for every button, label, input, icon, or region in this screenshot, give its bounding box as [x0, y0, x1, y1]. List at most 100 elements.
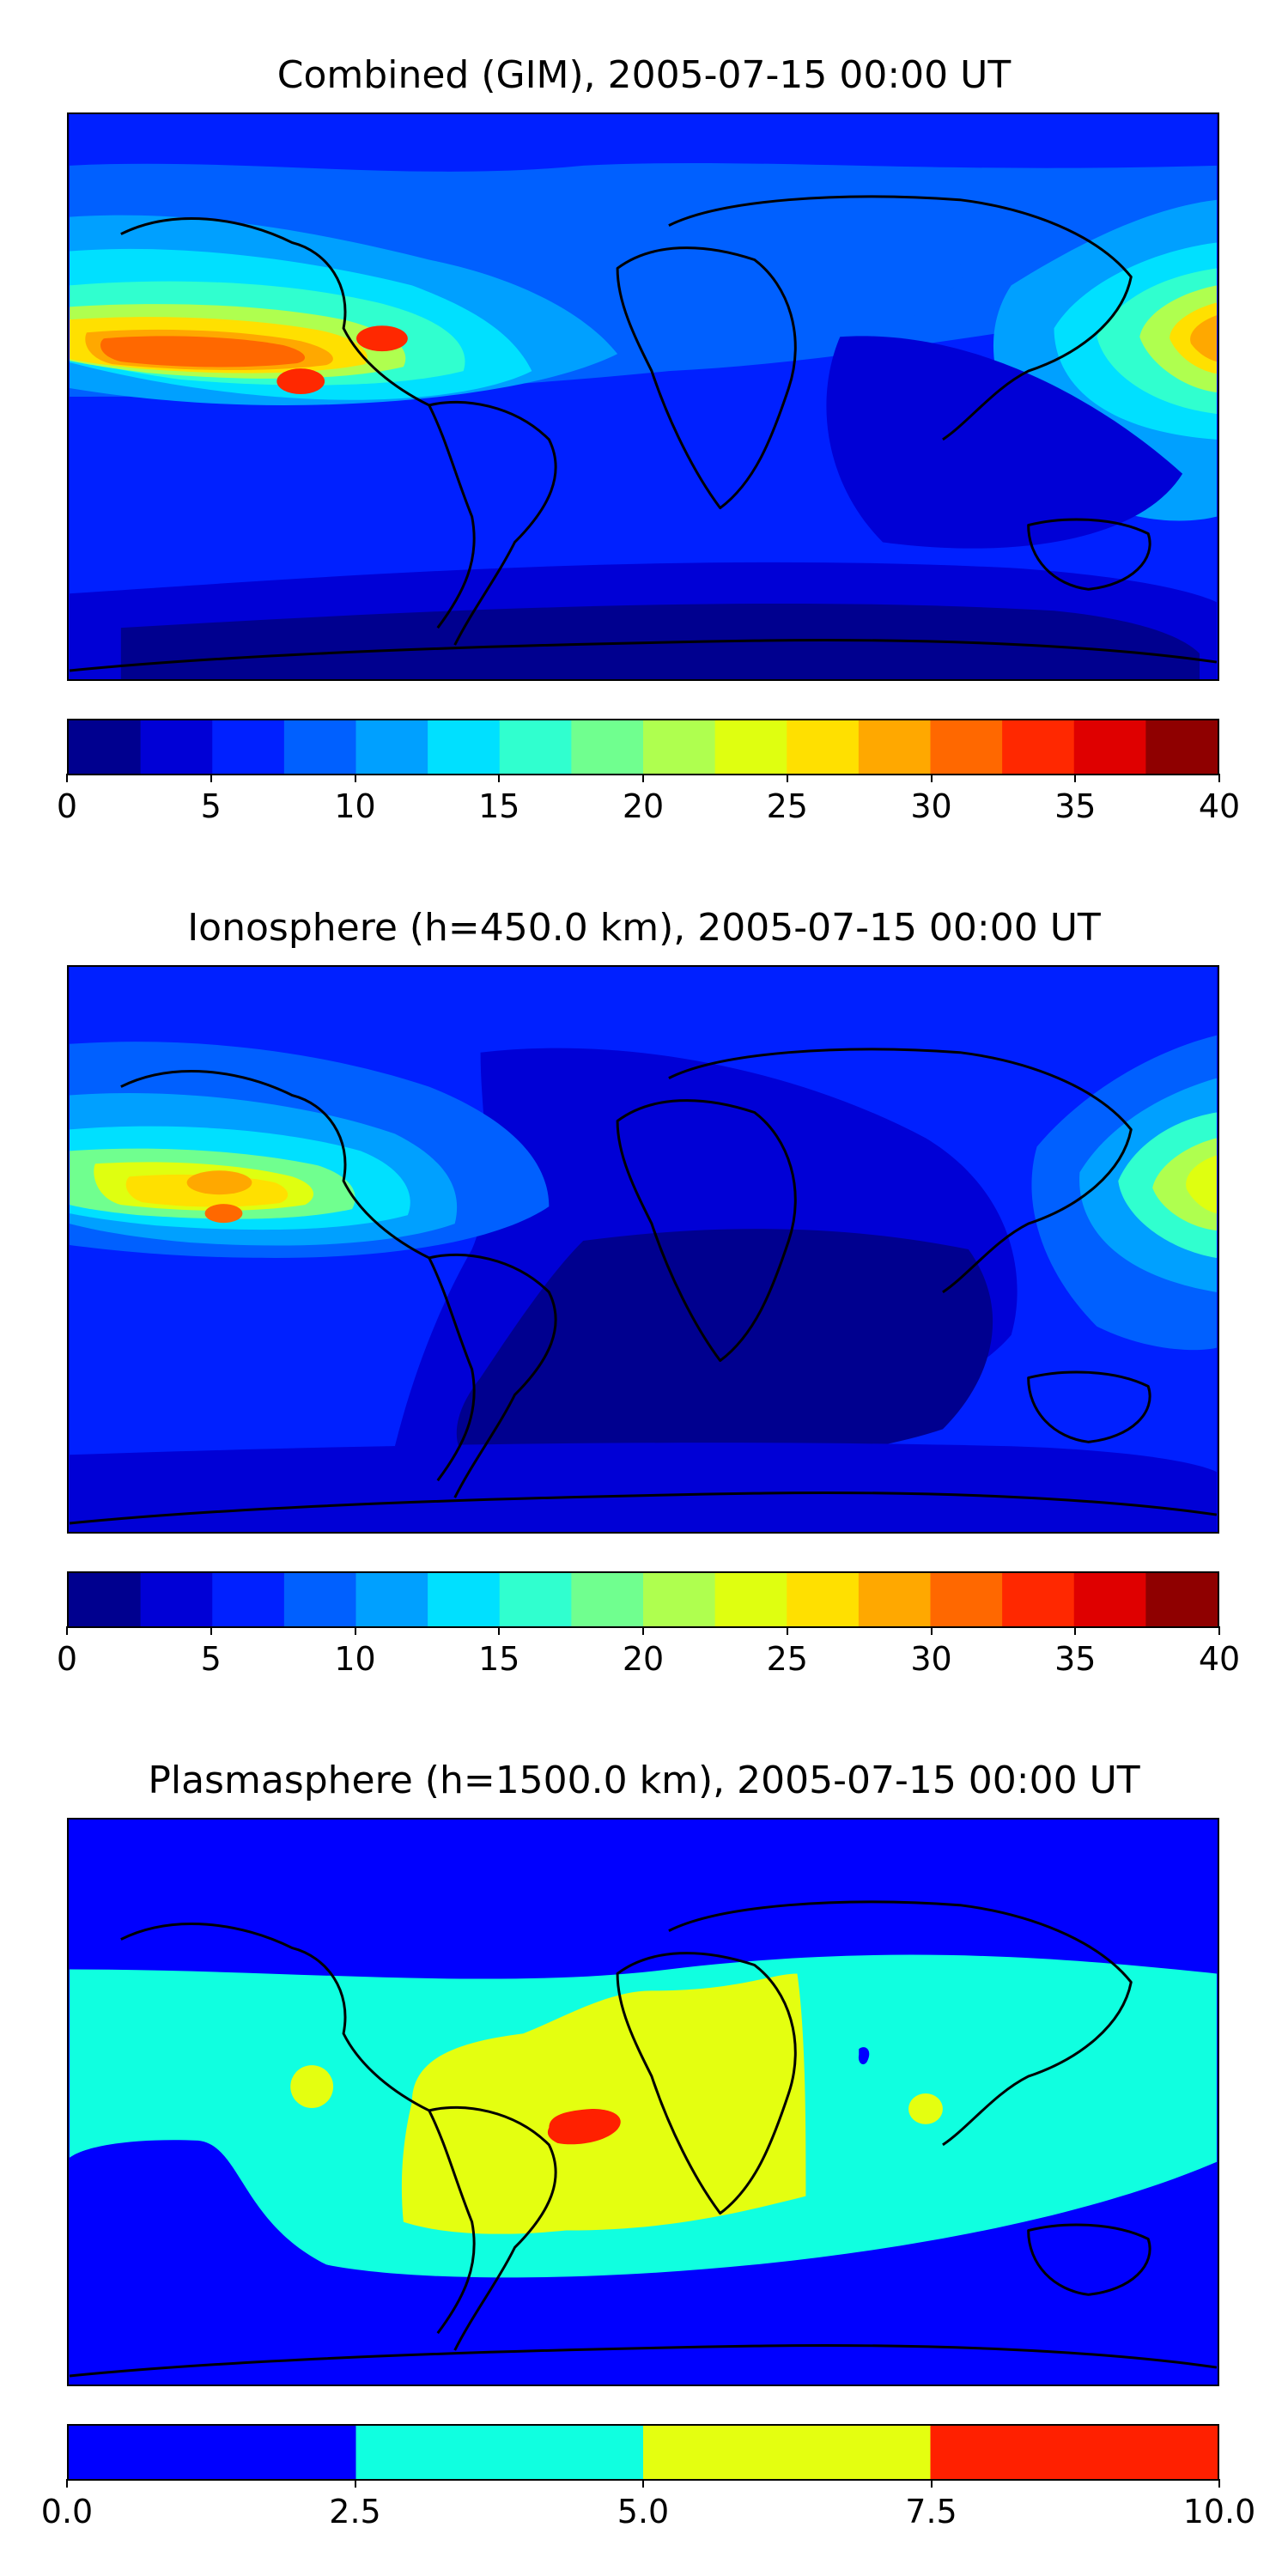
chart-2-colorbar-swatches: [69, 1573, 1218, 1626]
colorbar-tick-mark: [66, 1626, 68, 1635]
colorbar-tick-label: 30: [910, 1640, 952, 1678]
contour-band: [70, 1443, 1217, 1532]
coastline: [668, 1900, 1133, 2147]
contour-band: [401, 1973, 806, 2234]
colorbar-swatch: [714, 720, 787, 774]
colorbar-swatch: [858, 720, 931, 774]
contour-band: [547, 2108, 621, 2145]
colorbar-tick-label: 5.0: [617, 2493, 670, 2530]
contour-band: [1152, 1138, 1217, 1231]
contour-band: [908, 2093, 943, 2124]
colorbar-tick-label: 10: [334, 1640, 376, 1678]
chart-2-title: Ionosphere (h=450.0 km), 2005-07-15 00:0…: [187, 906, 1101, 950]
colorbar-swatch: [69, 1573, 142, 1626]
chart-1-colorbar-swatches: [69, 720, 1218, 774]
colorbar-swatch: [140, 1573, 213, 1626]
colorbar-swatch: [69, 2426, 356, 2479]
chart-3-colorbar: [67, 2424, 1219, 2481]
colorbar-tick-mark: [210, 1626, 212, 1635]
colorbar-swatch: [283, 1573, 356, 1626]
coastline: [1027, 518, 1151, 591]
contour-band: [858, 2047, 870, 2065]
colorbar-tick-label: 0.0: [40, 2493, 94, 2530]
contour-band: [826, 336, 1183, 549]
colorbar-swatch: [212, 720, 285, 774]
colorbar-tick-label: 2.5: [329, 2493, 381, 2530]
contour-band: [290, 2065, 334, 2108]
colorbar-tick-label: 10: [334, 787, 376, 825]
colorbar-tick-mark: [66, 2479, 68, 2488]
coastline: [69, 639, 1218, 672]
colorbar-swatch: [355, 2426, 644, 2479]
colorbar-swatch: [140, 720, 213, 774]
colorbar-tick-label: 30: [910, 787, 952, 825]
colorbar-tick-label: 20: [622, 1640, 665, 1678]
colorbar-swatch: [571, 720, 644, 774]
colorbar-tick-mark: [210, 774, 212, 782]
colorbar-tick-label: 10.0: [1182, 2493, 1256, 2530]
coastline: [1027, 2223, 1151, 2296]
colorbar-tick-mark: [1218, 774, 1220, 782]
contour-band: [100, 336, 306, 368]
colorbar-tick-mark: [786, 1626, 788, 1635]
colorbar-swatch: [499, 720, 572, 774]
coastline: [616, 246, 797, 510]
colorbar-tick-label: 15: [478, 787, 520, 825]
coastline: [428, 400, 557, 646]
colorbar-swatch: [212, 1573, 285, 1626]
contour-band: [702, 228, 969, 346]
colorbar-swatch: [787, 720, 860, 774]
colorbar-swatch: [571, 1573, 644, 1626]
chart-3-colorbar-swatches: [69, 2426, 1218, 2479]
coastline: [69, 2344, 1218, 2378]
colorbar-swatch: [1145, 720, 1218, 774]
chart-1-colorbar: [67, 719, 1219, 775]
colorbar-swatch: [283, 720, 356, 774]
colorbar-tick-mark: [66, 774, 68, 782]
colorbar-tick-mark: [930, 1626, 933, 1635]
contour-band: [1190, 315, 1217, 362]
colorbar-swatch: [355, 1573, 428, 1626]
colorbar-tick-mark: [498, 1626, 501, 1635]
coastline: [69, 1492, 1218, 1525]
colorbar-tick-mark: [786, 774, 788, 782]
colorbar-swatch: [355, 720, 428, 774]
colorbar-tick-label: 25: [766, 1640, 808, 1678]
colorbar-tick-mark: [642, 1626, 644, 1635]
colorbar-swatch: [69, 720, 142, 774]
chart-3-coastlines: [69, 1900, 1218, 2378]
chart-2-contours: [70, 967, 1217, 1532]
colorbar-tick-label: 35: [1054, 787, 1097, 825]
contour-band: [276, 368, 325, 395]
chart-1-map: [67, 112, 1219, 681]
colorbar-swatch: [499, 1573, 572, 1626]
colorbar-swatch: [643, 2426, 931, 2479]
colorbar-tick-label: 20: [622, 787, 665, 825]
chart-3-contours: [70, 1820, 1217, 2385]
colorbar-tick-label: 7.5: [905, 2493, 957, 2530]
chart-3-map: [67, 1818, 1219, 2386]
chart-2-coastlines: [69, 1048, 1218, 1525]
colorbar-tick-mark: [642, 2479, 644, 2488]
colorbar-swatch: [930, 2426, 1218, 2479]
colorbar-tick-mark: [498, 774, 501, 782]
colorbar-swatch: [643, 1573, 716, 1626]
chart-1-contours: [70, 114, 1217, 679]
colorbar-swatch: [1073, 1573, 1146, 1626]
colorbar-tick-mark: [354, 774, 356, 782]
colorbar-tick-mark: [930, 2479, 933, 2488]
chart-1-coastlines: [69, 195, 1218, 672]
colorbar-swatch: [858, 1573, 931, 1626]
contour-band: [456, 1229, 993, 1481]
colorbar-swatch: [643, 720, 716, 774]
coastline: [1027, 1370, 1151, 1443]
colorbar-swatch: [930, 720, 1003, 774]
colorbar-tick-label: 5: [200, 1640, 222, 1678]
colorbar-tick-mark: [1074, 774, 1077, 782]
chart-2-colorbar-ticks: 0 5 10 15 20 25 30 35 40: [57, 1626, 1240, 1678]
coastline: [668, 1048, 1133, 1294]
coastline: [616, 1952, 797, 2215]
colorbar-swatch: [1145, 1573, 1218, 1626]
coastline: [120, 1070, 476, 1482]
chart-3-colorbar-ticks: 0.0 2.5 5.0 7.5 10.0: [41, 2479, 1255, 2530]
